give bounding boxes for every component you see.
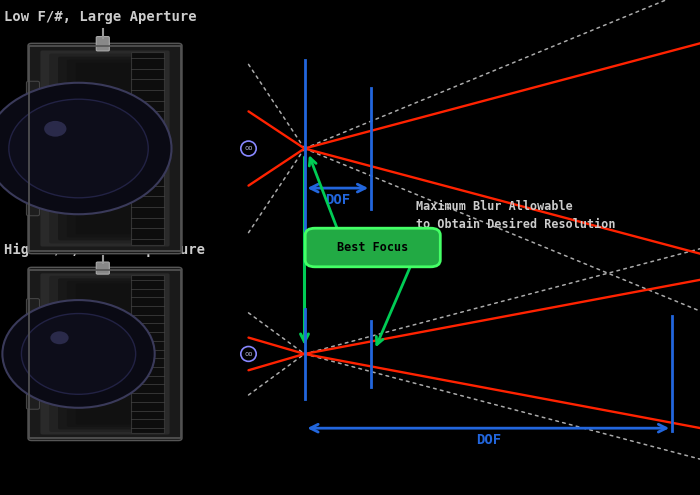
FancyBboxPatch shape [27, 81, 39, 216]
FancyBboxPatch shape [49, 53, 161, 244]
Circle shape [50, 331, 69, 344]
Text: Maximum Blur Allowable
to Obtain Desired Resolution: Maximum Blur Allowable to Obtain Desired… [416, 199, 616, 231]
Circle shape [44, 121, 66, 137]
FancyBboxPatch shape [28, 44, 182, 254]
Circle shape [9, 99, 148, 198]
FancyBboxPatch shape [76, 63, 134, 234]
FancyBboxPatch shape [132, 275, 164, 433]
Circle shape [22, 313, 136, 395]
FancyBboxPatch shape [41, 50, 169, 247]
FancyBboxPatch shape [76, 284, 134, 424]
FancyBboxPatch shape [58, 56, 152, 241]
FancyBboxPatch shape [67, 60, 143, 237]
Text: Best Focus: Best Focus [337, 241, 408, 254]
FancyBboxPatch shape [27, 298, 39, 409]
Text: High F/#, Small Aperture: High F/#, Small Aperture [4, 243, 204, 257]
FancyBboxPatch shape [67, 281, 143, 427]
FancyBboxPatch shape [305, 228, 440, 267]
FancyBboxPatch shape [132, 52, 164, 245]
Text: DOF: DOF [326, 193, 350, 207]
Circle shape [0, 83, 172, 214]
Circle shape [2, 300, 155, 408]
Text: oo: oo [244, 146, 253, 151]
FancyBboxPatch shape [28, 267, 182, 441]
FancyBboxPatch shape [49, 276, 161, 432]
FancyBboxPatch shape [96, 262, 109, 274]
FancyBboxPatch shape [96, 37, 109, 51]
Text: oo: oo [244, 351, 253, 357]
Text: DOF: DOF [476, 433, 500, 447]
FancyBboxPatch shape [41, 273, 169, 435]
FancyBboxPatch shape [58, 278, 152, 430]
Text: Low F/#, Large Aperture: Low F/#, Large Aperture [4, 10, 196, 24]
